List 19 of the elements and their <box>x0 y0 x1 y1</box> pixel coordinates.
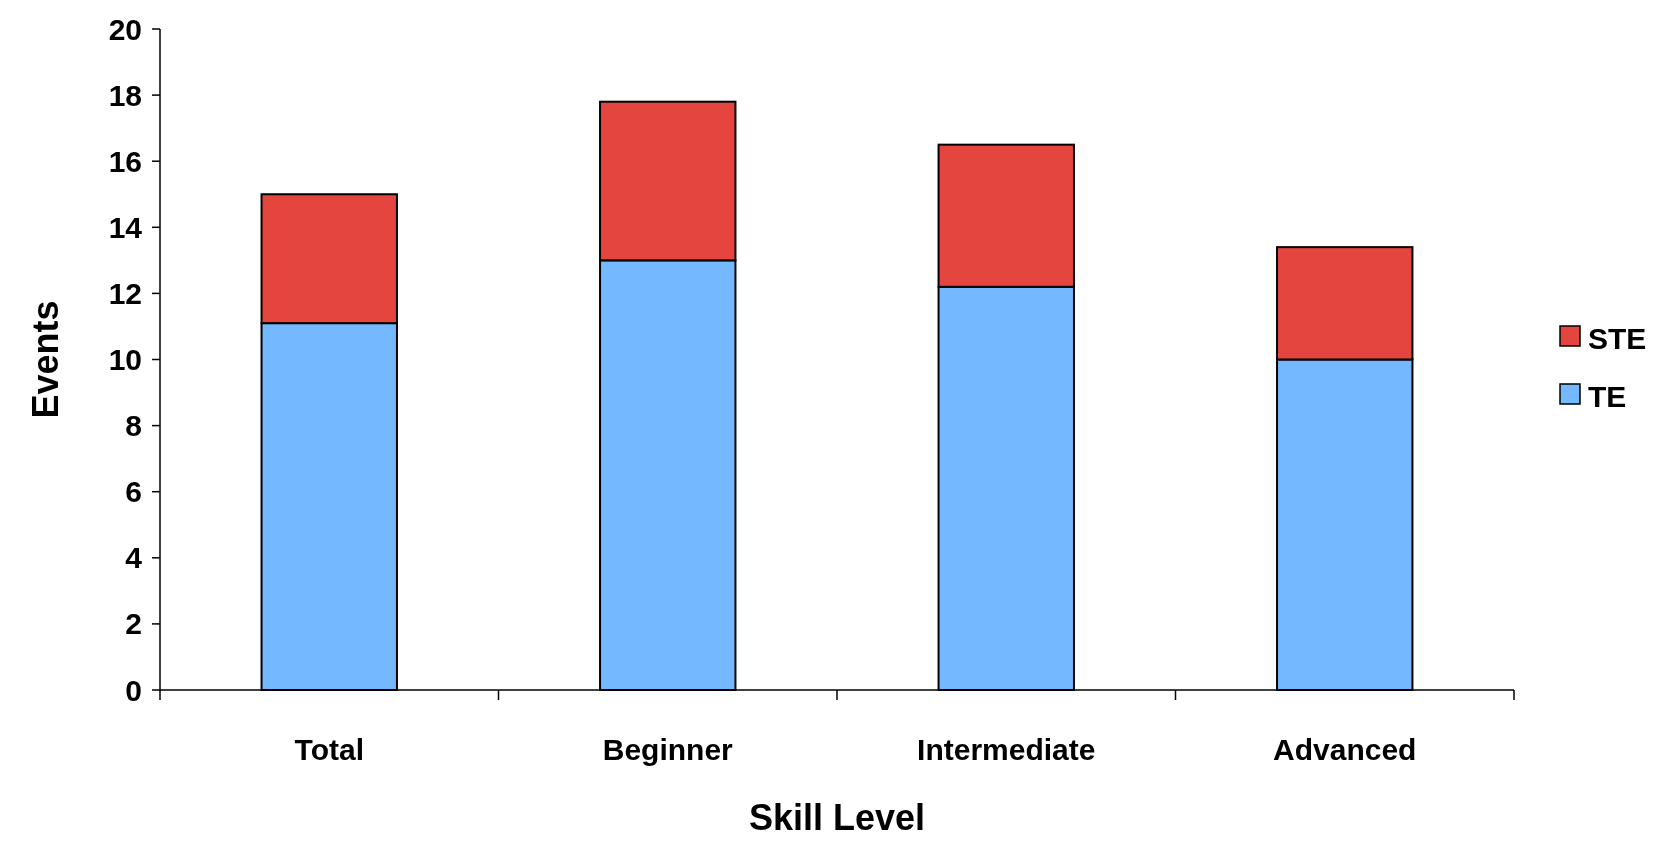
y-axis-title: Events <box>25 300 66 419</box>
x-tick-label: Intermediate <box>917 733 1096 766</box>
y-tick-label: 2 <box>125 607 142 641</box>
y-tick-label: 16 <box>108 144 142 178</box>
y-tick-label: 20 <box>108 12 142 46</box>
y-tick-label: 18 <box>108 78 142 112</box>
y-tick-label: 0 <box>125 673 142 707</box>
y-tick-label: 14 <box>108 210 143 244</box>
y-tick-label: 4 <box>125 541 143 575</box>
legend-label: TE <box>1588 379 1627 413</box>
x-tick-label: Advanced <box>1273 733 1417 766</box>
y-tick-label: 10 <box>108 343 142 376</box>
y-tick-label: 6 <box>125 475 142 509</box>
legend-label: STE <box>1588 321 1647 355</box>
x-tick-label: Total <box>294 733 364 766</box>
y-tick-label: 8 <box>125 409 142 443</box>
x-axis-title: Skill Level <box>748 797 926 838</box>
y-tick-label: 12 <box>108 276 142 310</box>
x-tick-label: Beginner <box>602 733 734 766</box>
